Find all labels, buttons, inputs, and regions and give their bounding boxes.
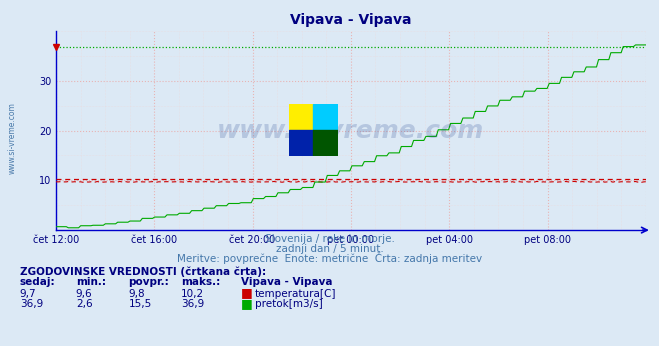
Text: 36,9: 36,9	[181, 299, 204, 309]
Text: 9,6: 9,6	[76, 289, 92, 299]
Text: Vipava - Vipava: Vipava - Vipava	[241, 277, 332, 288]
Text: www.si-vreme.com: www.si-vreme.com	[8, 102, 17, 174]
Bar	[289, 104, 313, 130]
Text: sedaj:: sedaj:	[20, 277, 55, 288]
Text: 36,9: 36,9	[20, 299, 43, 309]
Text: povpr.:: povpr.:	[129, 277, 169, 288]
Text: 9,8: 9,8	[129, 289, 145, 299]
Text: pretok[m3/s]: pretok[m3/s]	[255, 299, 323, 309]
Text: ■: ■	[241, 297, 252, 310]
Bar	[289, 130, 313, 156]
Text: zadnji dan / 5 minut.: zadnji dan / 5 minut.	[275, 244, 384, 254]
Text: Meritve: povprečne  Enote: metrične  Črta: zadnja meritev: Meritve: povprečne Enote: metrične Črta:…	[177, 252, 482, 264]
Text: 2,6: 2,6	[76, 299, 92, 309]
Text: ■: ■	[241, 286, 252, 300]
Text: www.si-vreme.com: www.si-vreme.com	[217, 119, 484, 143]
Text: 10,2: 10,2	[181, 289, 204, 299]
Text: Slovenija / reke in morje.: Slovenija / reke in morje.	[264, 234, 395, 244]
Bar	[313, 104, 337, 130]
Title: Vipava - Vipava: Vipava - Vipava	[290, 13, 412, 27]
Bar	[313, 130, 337, 156]
Text: 9,7: 9,7	[20, 289, 36, 299]
Text: temperatura[C]: temperatura[C]	[255, 289, 337, 299]
Text: min.:: min.:	[76, 277, 106, 288]
Text: ZGODOVINSKE VREDNOSTI (črtkana črta):: ZGODOVINSKE VREDNOSTI (črtkana črta):	[20, 266, 266, 277]
Text: 15,5: 15,5	[129, 299, 152, 309]
Text: maks.:: maks.:	[181, 277, 221, 288]
